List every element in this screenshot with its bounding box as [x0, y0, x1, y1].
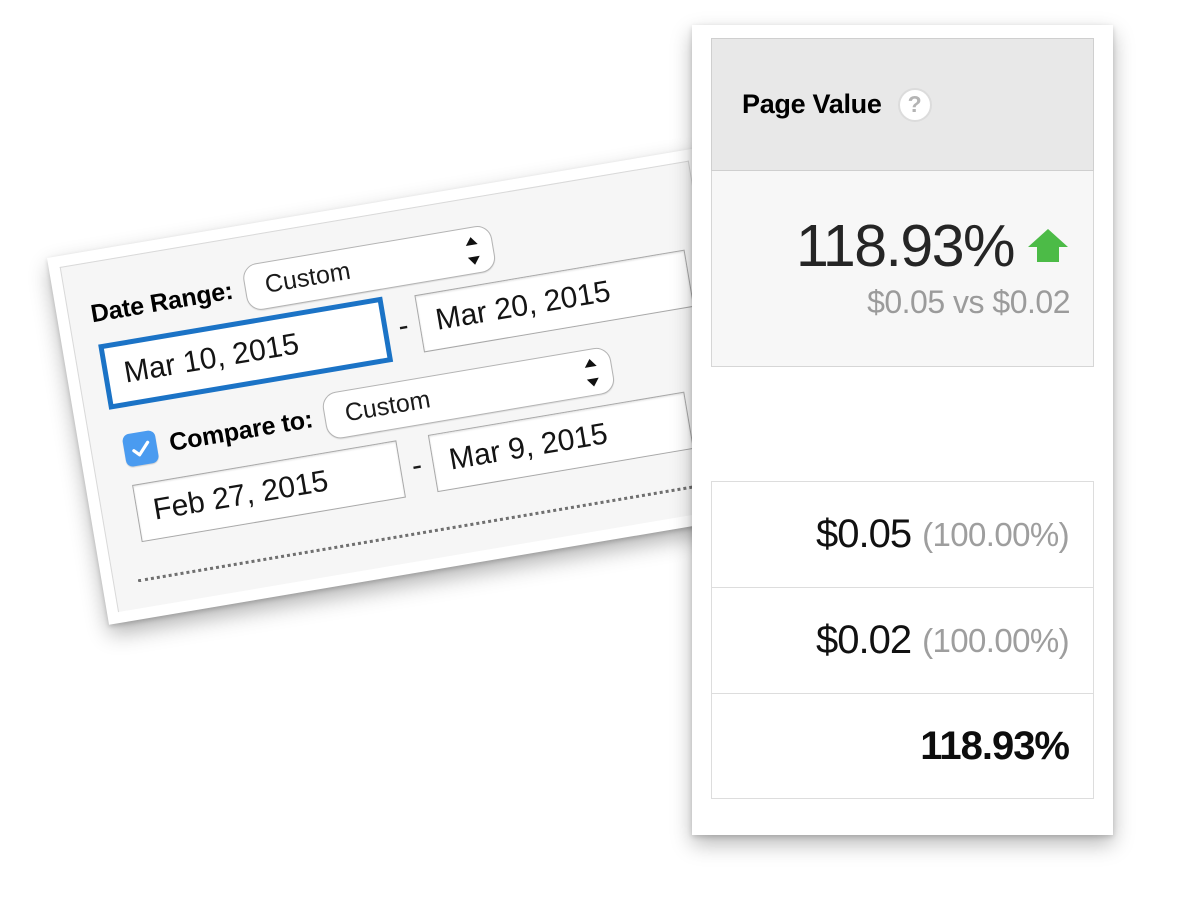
arrow-up-icon — [1028, 229, 1068, 262]
column-header-page-value[interactable]: Page Value ? — [711, 38, 1094, 171]
compare-to-checkbox[interactable] — [121, 429, 160, 468]
page-value-table: Page Value ? 118.93% $0.05 vs $0.02 $0.0… — [711, 38, 1094, 822]
question-mark-icon[interactable]: ? — [897, 87, 932, 122]
check-icon — [131, 440, 149, 457]
table-spacer — [711, 367, 1094, 481]
row-percent: (100.00%) — [922, 621, 1069, 659]
table-row[interactable]: $0.05 (100.00%) — [711, 481, 1094, 587]
start-date-value: Mar 10, 2015 — [121, 327, 302, 390]
table-row[interactable]: $0.02 (100.00%) — [711, 587, 1094, 693]
stepper-up-down-icon — [583, 357, 600, 388]
date-range-card-inner: Date Range: Custom Mar 10, 2015 - Mar 20… — [59, 160, 748, 613]
row-percent: (100.00%) — [922, 515, 1069, 553]
summary-primary: 118.93% — [795, 212, 1070, 279]
date-range-label: Date Range: — [88, 276, 236, 329]
date-range-card: Date Range: Custom Mar 10, 2015 - Mar 20… — [47, 147, 760, 625]
date-range-select-value: Custom — [262, 256, 353, 299]
row-value-total: 118.93% — [920, 723, 1070, 768]
summary-comparison: $0.05 vs $0.02 — [867, 283, 1070, 320]
row-value: $0.02 — [816, 618, 912, 662]
column-header-label: Page Value — [742, 89, 882, 119]
compare-to-label: Compare to: — [167, 405, 315, 457]
compare-to-select-value: Custom — [342, 385, 433, 428]
compare-to-row: Compare to: Custom — [120, 345, 617, 475]
table-row-total[interactable]: 118.93% — [711, 693, 1094, 799]
summary-cell: 118.93% $0.05 vs $0.02 — [711, 171, 1094, 367]
compare-start-date-value: Feb 27, 2015 — [150, 464, 331, 527]
summary-percent: 118.93% — [795, 212, 1016, 279]
stepper-up-down-icon — [464, 235, 481, 266]
date-range-panel: Date Range: Custom Mar 10, 2015 - Mar 20… — [47, 147, 760, 625]
page-value-panel: Page Value ? 118.93% $0.05 vs $0.02 $0.0… — [692, 25, 1113, 835]
end-date-value: Mar 20, 2015 — [433, 274, 613, 337]
compare-end-date-value: Mar 9, 2015 — [446, 417, 610, 477]
row-value: $0.05 — [816, 512, 912, 556]
